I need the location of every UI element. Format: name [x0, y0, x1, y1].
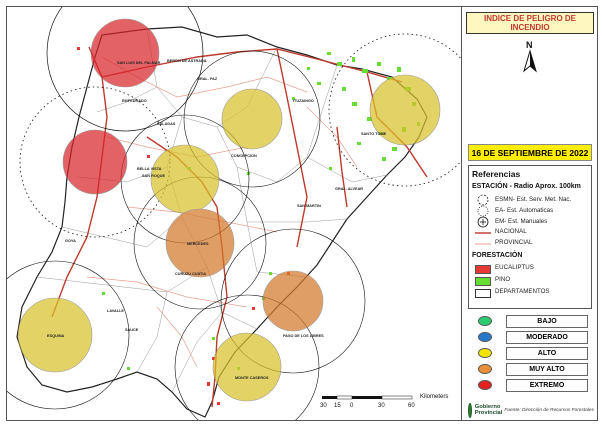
- level-row: MUY ALTO: [470, 362, 590, 376]
- station-marker: [221, 88, 283, 150]
- dotted-circle-icon: [477, 205, 489, 217]
- station-marker: [90, 18, 160, 88]
- references-heading: Referencias: [472, 169, 521, 179]
- station-marker: [369, 74, 441, 146]
- station-em: EM- Est. Manuales: [495, 218, 548, 225]
- level-label: ALTO: [506, 346, 588, 360]
- pine-swatch-icon: [475, 277, 491, 286]
- range-circle: [174, 294, 320, 427]
- government-footer: Gobierno Provincial Fuente: Dirección de…: [466, 400, 594, 420]
- place-label: ESQUINA: [47, 334, 65, 338]
- dashed-circle-icon: [477, 194, 489, 206]
- station-esmn: ESMN- Est. Serv. Met. Nac.: [495, 196, 572, 203]
- government-logo-icon: [468, 402, 472, 418]
- fire-danger-map: GRAL. PAZ ITUZAINGO SANTO TOME SAN MARTIN GR…: [0, 0, 482, 427]
- scale-tick: 0: [350, 403, 354, 409]
- place-label: SAN MARTIN: [297, 204, 321, 208]
- place-label: CURUZU CUATIA: [175, 272, 206, 276]
- place-label: EMPEDRADO: [122, 99, 147, 103]
- level-label: MUY ALTO: [506, 362, 588, 376]
- level-dot-icon: [478, 364, 492, 374]
- place-label: SAN ROQUE: [142, 174, 165, 178]
- level-row: MODERADO: [470, 330, 590, 344]
- report-date: 16 DE SEPTIEMBRE DE 2022: [468, 144, 592, 161]
- level-dot-icon: [478, 348, 492, 358]
- north-label: N: [526, 40, 533, 50]
- map-labels: GRAL. PAZ ITUZAINGO SANTO TOME SAN MARTIN GR…: [47, 59, 387, 380]
- level-label: BAJO: [506, 314, 588, 328]
- station-marker: [165, 208, 235, 278]
- level-dot-icon: [478, 316, 492, 326]
- north-arrow-icon: N: [523, 40, 537, 73]
- data-source: Fuente: Dirección de Recursos Forestales: [504, 407, 594, 413]
- forest-eucalyptus: EUCALIPTUS: [495, 264, 534, 271]
- scale-tick: 30: [378, 403, 385, 409]
- forest-pine: PINO: [495, 276, 511, 283]
- place-label: BELLA VISTA: [137, 167, 162, 171]
- map-canvas: GRAL. PAZ ITUZAINGO SANTO TOME SAN MARTIN GR…: [0, 0, 482, 427]
- map-title: INDICE DE PELIGRO DE INCENDIO: [466, 12, 594, 34]
- provincial-road-line-icon: [475, 243, 491, 245]
- place-label: ITUZAINGO: [293, 99, 314, 103]
- station-ea: EA- Est. Automaticas: [495, 207, 554, 214]
- legend-panel: INDICE DE PELIGRO DE INCENDIO N 16 DE SE…: [462, 6, 598, 421]
- road-national: NACIONAL: [495, 228, 527, 235]
- place-label: GRAL. ALVEAR: [335, 187, 363, 191]
- place-label: GOYA: [65, 239, 76, 243]
- forest-departments: DEPARTAMENTOS: [495, 288, 550, 295]
- range-circle: [183, 50, 321, 188]
- eucalyptus-swatch-icon: [475, 265, 491, 274]
- place-label: SANTO TOME: [361, 132, 387, 136]
- station-marker: [212, 332, 282, 402]
- place-label: MONTE CASEROS: [235, 376, 269, 380]
- level-dot-icon: [478, 380, 492, 390]
- place-label: SAN LUIS DEL PALMAR: [117, 61, 161, 65]
- plus-circle-icon: [477, 216, 489, 228]
- range-circle: [220, 228, 366, 374]
- forest-heading: FORESTACIÓN: [472, 252, 523, 259]
- station-marker: [150, 144, 220, 214]
- station-marker: [262, 270, 324, 332]
- place-label: GRAL. PAZ: [197, 77, 218, 81]
- scale-tick: 15: [334, 403, 341, 409]
- scale-tick: 60: [408, 403, 415, 409]
- place-label: PASO DE LOS LIBRES: [283, 334, 324, 338]
- place-label: MERCEDES: [187, 242, 209, 246]
- place-label: SALADAS: [157, 122, 176, 126]
- range-circle: [0, 260, 130, 410]
- scale-bar: Kilometers 30 15 0 30 60: [320, 394, 448, 409]
- place-label: BERON DE ASTRADA: [167, 59, 207, 63]
- level-row: ALTO: [470, 346, 590, 360]
- station-markers: [17, 18, 441, 402]
- station-heading: ESTACIÓN - Radio Aprox. 100km: [472, 183, 581, 190]
- station-marker: [62, 129, 128, 195]
- level-row: EXTREMO: [470, 378, 590, 392]
- range-circle: [46, 0, 204, 132]
- place-label: CONCEPCION: [231, 154, 257, 158]
- danger-level-legend: BAJO MODERADO ALTO MUY ALTO EXTREMO: [468, 314, 592, 396]
- station-marker: [17, 297, 93, 373]
- level-dot-icon: [478, 332, 492, 342]
- level-label: EXTREMO: [506, 378, 588, 392]
- road-provincial: PROVINCIAL: [495, 239, 533, 246]
- place-label: LAVALLE: [107, 309, 124, 313]
- level-row: BAJO: [470, 314, 590, 328]
- level-label: MODERADO: [506, 330, 588, 344]
- place-label: SAUCE: [125, 328, 139, 332]
- scale-unit: Kilometers: [420, 394, 448, 400]
- government-name: Gobierno Provincial: [474, 404, 503, 416]
- references-box: Referencias ESTACIÓN - Radio Aprox. 100k…: [468, 165, 592, 309]
- national-road-line-icon: [475, 232, 491, 234]
- scale-tick: 30: [320, 403, 327, 409]
- departments-swatch-icon: [475, 289, 491, 298]
